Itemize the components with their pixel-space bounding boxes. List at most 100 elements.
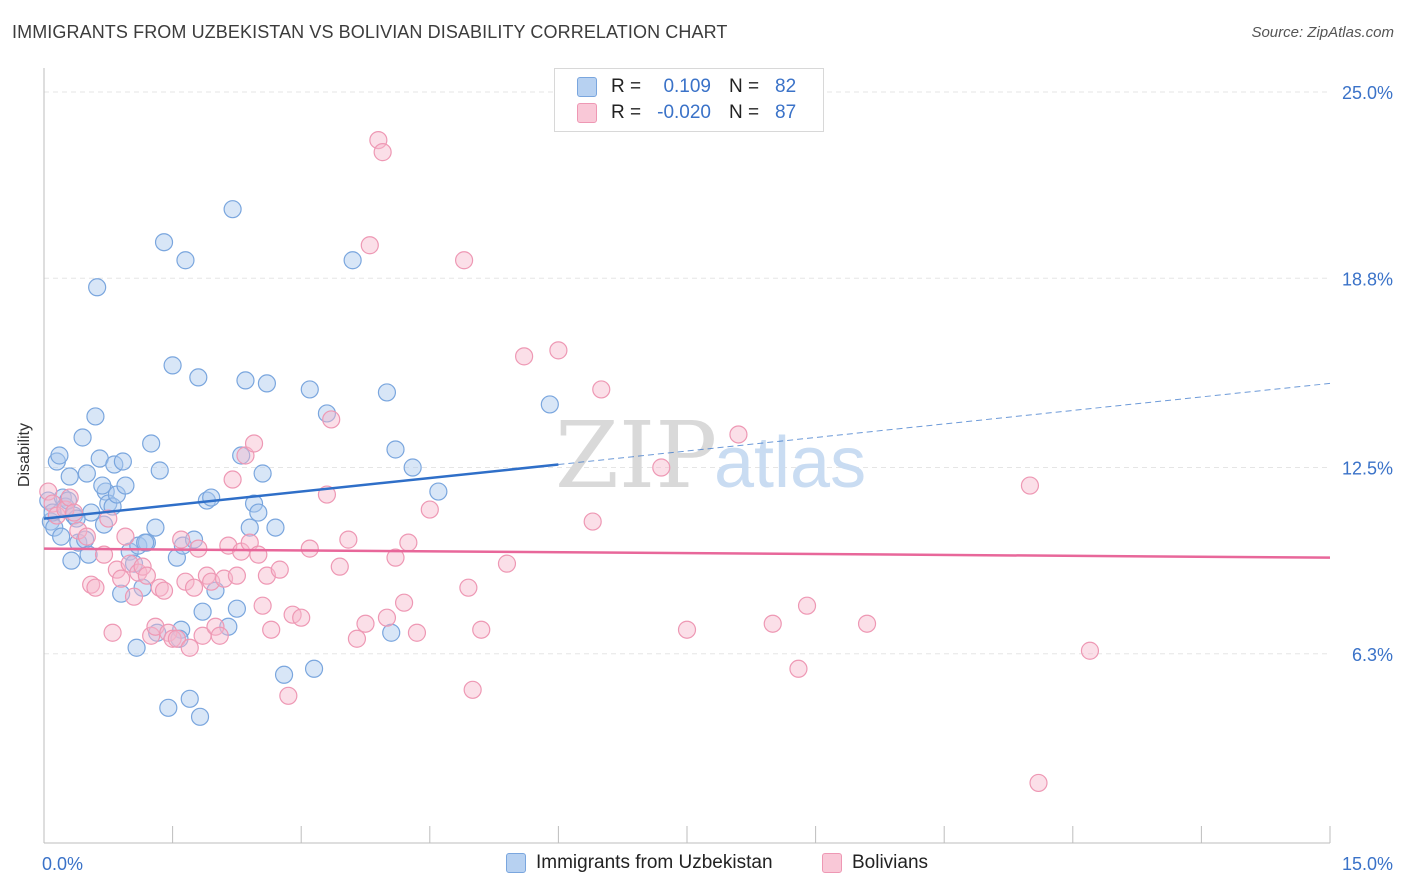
point-uzbekistan [429, 482, 448, 501]
point-uzbekistan [142, 434, 161, 453]
point-uzbekistan [79, 545, 98, 564]
point-uzbekistan [93, 476, 112, 495]
point-bolivians [420, 500, 439, 519]
y-tick-label: 12.5% [1342, 459, 1393, 479]
point-bolivians [270, 560, 289, 579]
point-bolivians [497, 554, 517, 573]
legend-n-value: 87 [775, 102, 797, 123]
bottom-legend-bolivians: Bolivians [822, 852, 928, 874]
point-uzbekistan [386, 440, 405, 459]
point-uzbekistan [223, 200, 242, 219]
point-bolivians [180, 638, 199, 657]
point-bolivians [94, 545, 114, 564]
point-bolivians [142, 626, 161, 645]
point-bolivians [60, 488, 79, 507]
point-uzbekistan [113, 452, 132, 471]
point-bolivians [339, 530, 358, 549]
y-axis-label-wrap: Disability [16, 391, 34, 487]
point-uzbekistan [304, 659, 324, 678]
legend-swatch-blue [506, 853, 526, 873]
tick-labels: 6.3% 12.5% 18.8% 25.0% 0.0% 15.0% [42, 83, 1393, 874]
legend-r-label: R = [611, 102, 642, 123]
y-axis-label: Disability [16, 422, 33, 488]
y-tick-label: 6.3% [1352, 645, 1393, 665]
point-uzbekistan [176, 251, 195, 270]
point-uzbekistan [190, 707, 210, 726]
source-label: Source: ZipAtlas.com [1251, 24, 1394, 41]
point-uzbekistan [403, 458, 422, 477]
point-uzbekistan [159, 698, 178, 717]
point-uzbekistan [232, 446, 251, 465]
point-bolivians [1020, 476, 1040, 495]
point-bolivians [857, 614, 877, 633]
point-uzbekistan [253, 464, 272, 483]
watermark-atlas: atlas [714, 423, 866, 503]
point-uzbekistan [343, 251, 362, 270]
point-bolivians [39, 482, 58, 501]
point-bolivians [103, 623, 122, 642]
point-uzbekistan [62, 551, 81, 570]
point-uzbekistan [202, 488, 221, 507]
point-bolivians [77, 527, 96, 546]
point-uzbekistan [377, 383, 397, 402]
point-uzbekistan [88, 278, 107, 297]
watermark: ZIP atlas [555, 402, 866, 509]
point-bolivians [454, 251, 474, 270]
point-uzbekistan [249, 503, 268, 522]
point-uzbekistan [180, 689, 199, 708]
legend-swatch-pink [577, 103, 597, 123]
point-bolivians [386, 548, 405, 567]
point-bolivians [249, 545, 268, 564]
point-uzbekistan [73, 428, 92, 447]
point-uzbekistan [266, 518, 285, 537]
point-uzbekistan [244, 494, 264, 513]
axes [43, 68, 1331, 844]
point-uzbekistan [77, 464, 96, 483]
point-uzbekistan [274, 665, 294, 684]
point-bolivians [515, 347, 534, 366]
point-bolivians [373, 143, 392, 162]
point-bolivians [652, 458, 671, 477]
legend-label-bolivians: Bolivians [852, 852, 929, 873]
point-bolivians [133, 557, 152, 576]
point-bolivians [377, 608, 397, 627]
point-bolivians [356, 614, 375, 633]
data-points [39, 130, 1100, 793]
point-uzbekistan [540, 395, 559, 414]
point-bolivians [399, 533, 418, 552]
chart-title: IMMIGRANTS FROM UZBEKISTAN VS BOLIVIAN D… [12, 22, 728, 42]
point-bolivians [549, 341, 568, 360]
legend-n-label: N = [729, 76, 760, 97]
point-uzbekistan [257, 374, 277, 393]
y-tick-label: 25.0% [1342, 83, 1393, 103]
point-bolivians [763, 614, 782, 633]
point-bolivians [99, 509, 118, 528]
point-bolivians [112, 569, 131, 588]
point-uzbekistan [382, 623, 401, 642]
point-bolivians [206, 617, 225, 636]
point-bolivians [463, 680, 482, 699]
point-bolivians [253, 596, 272, 615]
point-bolivians [330, 557, 349, 576]
legend-r-value: -0.020 [657, 102, 711, 123]
point-bolivians [124, 587, 144, 606]
point-bolivians [86, 578, 105, 597]
legend-r-value: 0.109 [663, 76, 711, 97]
legend-row-bolivians: R = -0.020 N = 87 [577, 100, 796, 126]
point-bolivians [369, 130, 388, 150]
point-bolivians [172, 530, 191, 549]
point-uzbekistan [150, 461, 169, 480]
point-bolivians [472, 620, 491, 639]
point-bolivians [64, 503, 84, 522]
point-uzbekistan [136, 533, 155, 552]
legend-row-uzbekistan: R = 0.109 N = 82 [577, 74, 796, 100]
point-uzbekistan [163, 356, 182, 375]
point-bolivians [394, 593, 414, 612]
point-uzbekistan [189, 368, 208, 387]
point-bolivians [407, 623, 427, 642]
point-bolivians [789, 659, 808, 678]
point-uzbekistan [184, 530, 204, 549]
trend-line-uzbekistan [43, 463, 559, 520]
point-bolivians [223, 470, 242, 489]
point-uzbekistan [146, 518, 165, 537]
